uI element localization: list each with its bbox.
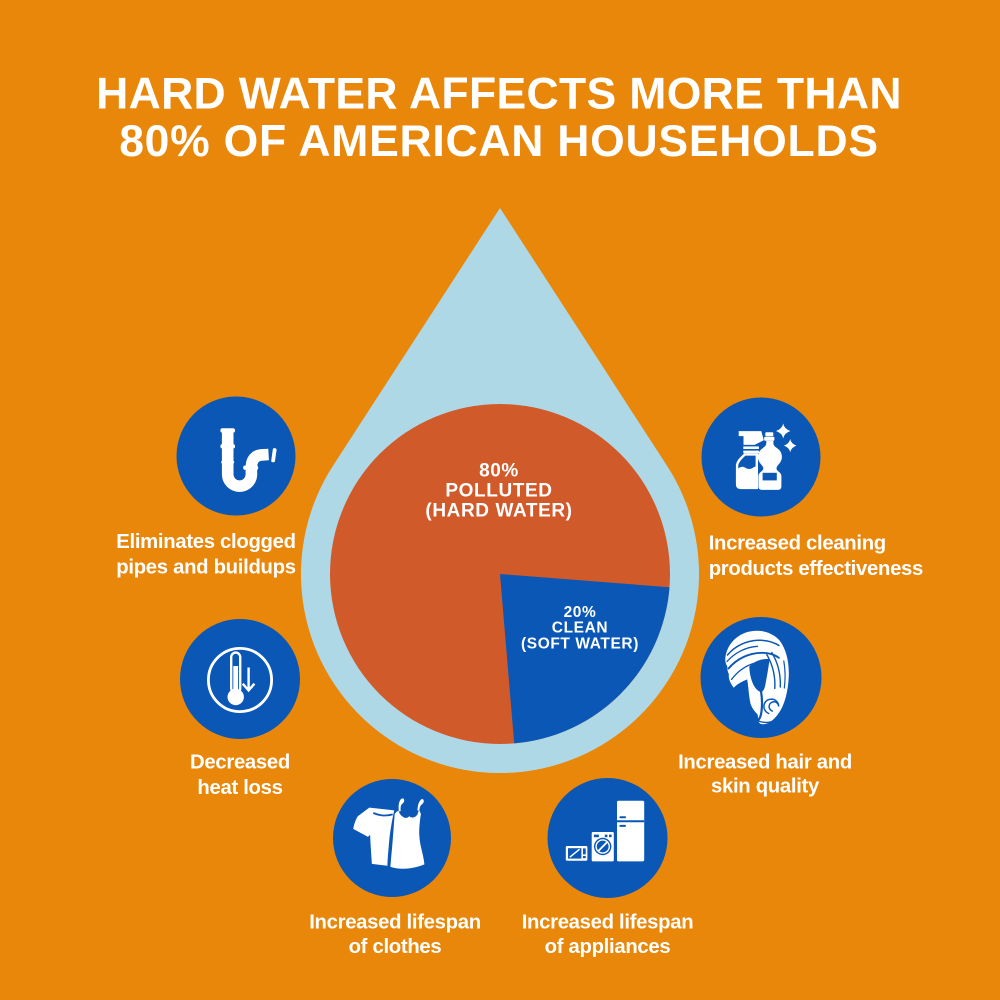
svg-text:80%: 80% xyxy=(479,461,519,482)
svg-text:skin quality: skin quality xyxy=(711,776,820,798)
svg-text:Increased lifespan: Increased lifespan xyxy=(309,911,481,933)
svg-text:heat loss: heat loss xyxy=(197,777,282,799)
svg-text:Increased hair and: Increased hair and xyxy=(678,752,852,774)
svg-text:80% OF AMERICAN HOUSEHOLDS: 80% OF AMERICAN HOUSEHOLDS xyxy=(119,117,879,166)
svg-text:Increased lifespan: Increased lifespan xyxy=(522,911,694,933)
svg-text:Eliminates clogged: Eliminates clogged xyxy=(116,531,295,553)
svg-text:HARD WATER AFFECTS MORE THAN: HARD WATER AFFECTS MORE THAN xyxy=(96,69,902,118)
svg-text:Decreased: Decreased xyxy=(190,752,290,774)
svg-text:Increased cleaning: Increased cleaning xyxy=(709,532,886,554)
svg-text:POLLUTED: POLLUTED xyxy=(445,481,552,502)
svg-text:20%: 20% xyxy=(564,604,597,621)
svg-text:(SOFT WATER): (SOFT WATER) xyxy=(521,636,639,653)
svg-text:CLEAN: CLEAN xyxy=(552,620,608,637)
svg-text:products effectiveness: products effectiveness xyxy=(709,558,923,580)
svg-text:(HARD WATER): (HARD WATER) xyxy=(425,501,572,522)
svg-text:of clothes: of clothes xyxy=(349,936,442,958)
svg-text:pipes and buildups: pipes and buildups xyxy=(116,557,295,579)
svg-text:of appliances: of appliances xyxy=(545,936,671,958)
